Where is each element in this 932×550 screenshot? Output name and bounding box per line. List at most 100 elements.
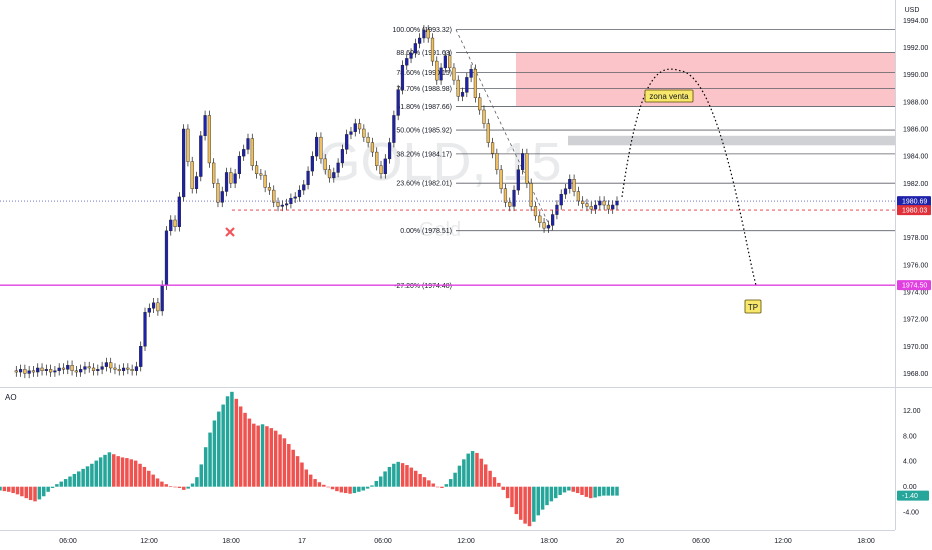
currency-label[interactable]: USD — [905, 7, 920, 14]
ao-bar — [173, 486, 177, 488]
candle-body — [246, 138, 250, 150]
ao-bar — [348, 486, 352, 494]
candle-body — [126, 367, 130, 370]
ao-current-tag-text: -1.40 — [902, 493, 918, 500]
projection-path[interactable] — [621, 68, 757, 286]
ao-bar — [409, 467, 414, 487]
candle-body — [563, 188, 568, 195]
ao-bar — [518, 486, 523, 520]
ao-bar — [190, 483, 195, 487]
ao-bar — [567, 486, 571, 491]
ao-bar — [260, 424, 265, 487]
candle-body — [151, 302, 156, 309]
candle-body — [349, 131, 353, 135]
candle-body — [96, 369, 100, 371]
candle-body — [79, 369, 83, 373]
ao-bar — [68, 476, 72, 487]
price-axis[interactable]: 1968.00 1970.00 1972.00 1974.00 1976.00 1978.… — [903, 18, 928, 378]
time-tick-label: 18:00 — [222, 538, 240, 545]
ao-bar — [427, 480, 431, 487]
candle-body — [83, 366, 87, 370]
candle-body — [435, 60, 439, 81]
candle-body — [23, 369, 27, 374]
ao-bar — [483, 464, 488, 487]
tp-label[interactable]: TP — [744, 299, 762, 314]
candle-body — [615, 200, 619, 206]
candle-body — [585, 203, 589, 207]
candle-body — [267, 187, 272, 191]
candle-body — [250, 138, 254, 166]
candle-body — [57, 367, 61, 371]
candle-body — [383, 158, 387, 175]
fib-level-label: 61.80% (1987.66) — [396, 104, 452, 111]
candle-body — [130, 369, 134, 371]
ao-bar — [562, 486, 567, 493]
ao-bar — [107, 452, 112, 487]
ao-bar — [413, 470, 418, 487]
ao-bar — [540, 486, 545, 510]
zona-venta-label[interactable]: zona venta — [644, 89, 694, 103]
ao-indicator-title[interactable]: AO — [5, 393, 17, 402]
ao-bar — [505, 486, 510, 499]
candle-body — [233, 173, 237, 184]
ao-axis[interactable]: -4.00 0.00 4.00 8.00 12.00 -1.40 — [897, 408, 929, 517]
ao-bar — [326, 486, 330, 488]
price-tick-label: 1982.00 — [903, 181, 928, 188]
candle-body — [327, 169, 332, 179]
price-tag-bg — [897, 196, 931, 207]
ao-bar — [291, 449, 295, 487]
candle-body — [160, 284, 164, 312]
fib-level-label: 100.00% (1993.32) — [392, 27, 452, 34]
ao-bar — [308, 474, 313, 487]
candle-body — [413, 43, 417, 54]
price-tag-text: 1980.69 — [902, 199, 927, 206]
ao-bar — [549, 486, 554, 502]
candle-body — [405, 58, 409, 66]
ao-bar — [98, 457, 103, 487]
ao-bar — [606, 486, 610, 496]
ao-bar — [243, 412, 247, 487]
candle-body — [465, 77, 469, 93]
candle-body — [203, 115, 207, 136]
ao-bar — [147, 470, 151, 487]
ao-bar — [15, 486, 20, 495]
ao-bar — [295, 456, 300, 487]
time-axis[interactable]: 06:00 12:00 18:00 17 06:00 12:00 18:00 20 06:00 1… — [59, 538, 875, 545]
grey-band-rect[interactable] — [568, 135, 895, 146]
candle-body — [66, 365, 70, 370]
candle-body — [576, 191, 580, 202]
price-tick-label: 1992.00 — [903, 45, 928, 52]
candle-body — [224, 172, 229, 192]
ao-bar — [50, 486, 55, 488]
ao-bar — [361, 486, 365, 491]
ao-bar — [230, 391, 234, 487]
ao-bar — [387, 466, 392, 487]
candle-body — [207, 115, 211, 164]
ao-tick-label: 4.00 — [903, 459, 917, 466]
ao-bar — [523, 486, 527, 524]
ao-bar — [470, 451, 475, 487]
time-tick-label: 18:00 — [540, 538, 558, 545]
price-tick-label: 1984.00 — [903, 154, 928, 161]
candle-body — [538, 215, 542, 223]
ao-bar — [418, 473, 422, 487]
sell-zone-rect[interactable] — [516, 52, 895, 107]
ao-bar — [317, 482, 322, 487]
time-tick-label: 12:00 — [774, 538, 792, 545]
candle-body — [49, 369, 53, 373]
candle-body — [31, 370, 36, 373]
ao-bar — [597, 486, 602, 497]
candle-body — [396, 89, 400, 116]
price-tag-bg — [897, 280, 931, 291]
fib-level-label: 78.60% (1990.15) — [396, 70, 452, 77]
time-tick-label: 06:00 — [692, 538, 710, 545]
ao-bar — [330, 486, 335, 490]
ao-bar — [300, 462, 304, 487]
candle-body — [272, 189, 276, 203]
fibonacci-retracement[interactable]: 100.00% (1993.32) 88.60% (1991.63) 78.60% … — [392, 27, 895, 290]
ao-bar — [287, 444, 291, 487]
ao-bar — [466, 453, 470, 487]
ao-bar — [422, 477, 427, 487]
candle-body — [521, 153, 525, 170]
